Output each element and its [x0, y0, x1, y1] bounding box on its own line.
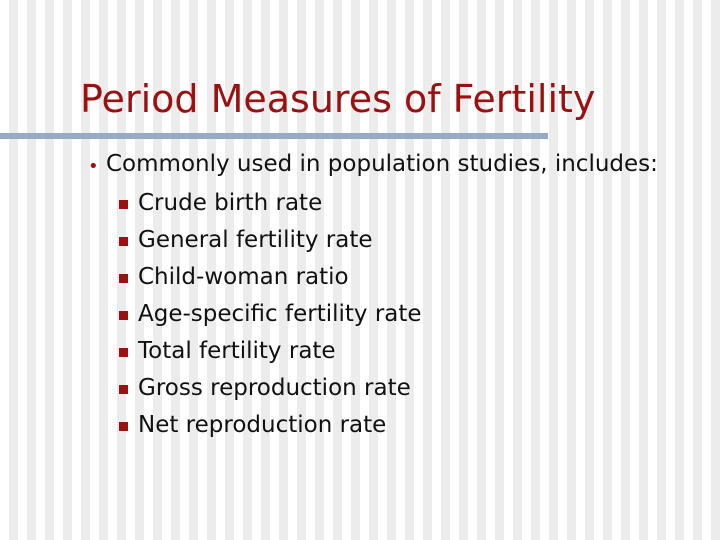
bullet-dot-icon: •	[88, 156, 99, 177]
sub-bullet-text: Total fertility rate	[138, 338, 336, 364]
square-bullet-icon	[119, 200, 128, 209]
sub-bullet-text: Child-woman ratio	[138, 264, 349, 290]
sub-bullet-item: Crude birth rate	[106, 185, 706, 222]
square-bullet-icon	[119, 311, 128, 320]
square-bullet-icon	[119, 237, 128, 246]
square-bullet-icon	[119, 385, 128, 394]
bullet-list: • Commonly used in population studies, i…	[86, 150, 706, 444]
slide-title: Period Measures of Fertility	[80, 77, 596, 121]
sub-bullet-item: Net reproduction rate	[106, 407, 706, 444]
sub-bullet-item: General fertility rate	[106, 222, 706, 259]
main-bullet: • Commonly used in population studies, i…	[86, 150, 706, 444]
sub-bullet-item: Total fertility rate	[106, 333, 706, 370]
sub-bullet-item: Age-specific fertility rate	[106, 296, 706, 333]
sub-bullet-text: Age-specific fertility rate	[138, 301, 422, 327]
sub-bullet-list: Crude birth rate General fertility rate …	[106, 185, 706, 444]
sub-bullet-text: Gross reproduction rate	[138, 375, 411, 401]
sub-bullet-item: Gross reproduction rate	[106, 370, 706, 407]
main-bullet-text: Commonly used in population studies, inc…	[106, 151, 658, 177]
square-bullet-icon	[119, 274, 128, 283]
title-divider	[0, 133, 548, 139]
square-bullet-icon	[119, 422, 128, 431]
sub-bullet-item: Child-woman ratio	[106, 259, 706, 296]
sub-bullet-text: General fertility rate	[138, 227, 373, 253]
sub-bullet-text: Net reproduction rate	[138, 412, 387, 438]
sub-bullet-text: Crude birth rate	[138, 190, 323, 216]
square-bullet-icon	[119, 348, 128, 357]
